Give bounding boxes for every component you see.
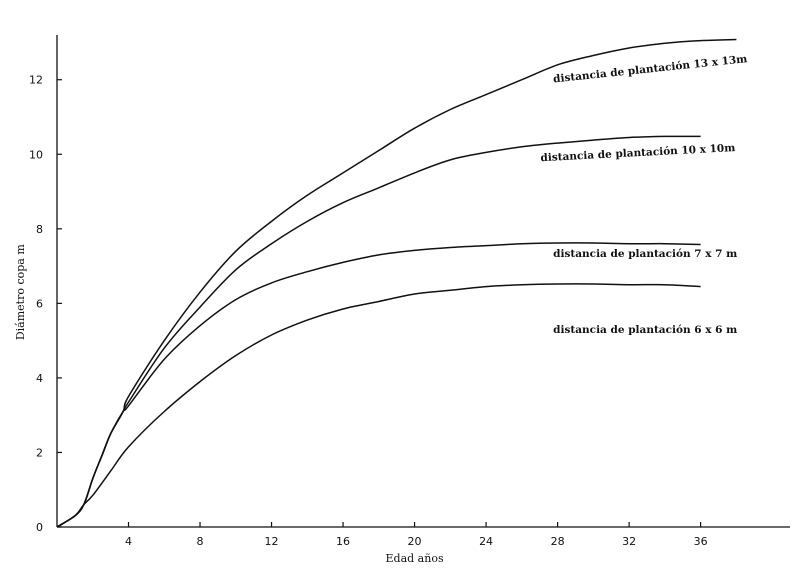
x-tick-label: 4 bbox=[125, 535, 132, 548]
series-label-1: distancia de plantación 10 x 10m bbox=[540, 142, 735, 164]
axes bbox=[56, 35, 790, 528]
series-line-2 bbox=[56, 242, 701, 528]
series-label-2: distancia de plantación 7 x 7 m bbox=[553, 248, 737, 260]
y-tick-label: 10 bbox=[29, 148, 43, 161]
series-labels: distancia de plantación 13 x 13mdistanci… bbox=[540, 53, 748, 336]
y-tick-label: 0 bbox=[36, 521, 43, 534]
x-tick-label: 36 bbox=[694, 535, 708, 548]
x-axis-title: Edad años bbox=[386, 552, 444, 565]
y-tick-label: 2 bbox=[36, 446, 43, 459]
series-line-3 bbox=[56, 283, 701, 528]
y-axis-title: Diámetro copa m bbox=[14, 244, 27, 341]
x-tick-label: 20 bbox=[408, 535, 422, 548]
y-tick-label: 6 bbox=[36, 297, 43, 310]
series-group bbox=[56, 38, 737, 528]
y-tick-label: 12 bbox=[29, 74, 43, 87]
x-tick-label: 8 bbox=[197, 535, 204, 548]
series-label-3: distancia de plantación 6 x 6 m bbox=[553, 324, 737, 336]
y-tick-label: 8 bbox=[36, 223, 43, 236]
x-tick-label: 28 bbox=[551, 535, 565, 548]
x-tick-label: 24 bbox=[479, 535, 493, 548]
x-tick-label: 32 bbox=[622, 535, 636, 548]
x-tick-label: 16 bbox=[336, 535, 350, 548]
y-tick-label: 4 bbox=[36, 372, 43, 385]
series-line-0 bbox=[56, 38, 737, 528]
x-tick-label: 12 bbox=[265, 535, 279, 548]
